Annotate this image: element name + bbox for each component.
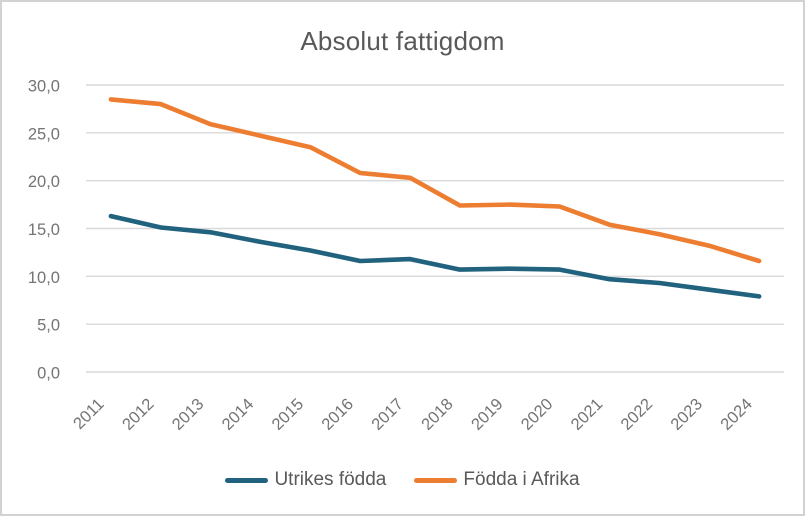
x-tick-label: 2023 (667, 395, 706, 434)
legend: Utrikes födda Födda i Afrika (2, 469, 803, 491)
x-tick-label: 2011 (70, 395, 108, 433)
x-tick-label: 2019 (468, 395, 507, 434)
y-tick-label: 10,0 (28, 269, 60, 287)
legend-swatch-utrikes-fodda (225, 477, 269, 483)
x-tick-label: 2014 (219, 395, 258, 434)
legend-swatch-fodda-i-afrika (414, 477, 458, 483)
x-tick-label: 2017 (368, 395, 407, 434)
legend-label-fodda-i-afrika: Födda i Afrika (463, 469, 580, 490)
x-tick-label: 2022 (617, 395, 656, 434)
y-tick-label: 5,0 (37, 317, 60, 335)
x-tick-label: 2015 (268, 395, 307, 434)
x-tick-label: 2013 (169, 395, 208, 434)
y-tick-label: 0,0 (37, 365, 60, 383)
y-tick-label: 15,0 (28, 221, 60, 239)
legend-item-fodda-i-afrika: Födda i Afrika (414, 469, 580, 491)
x-tick-label: 2012 (119, 395, 158, 434)
series-line-f-dda-i-afrika (108, 97, 762, 264)
x-tick-label: 2021 (568, 395, 607, 434)
chart-title: Absolut fattigdom (300, 26, 505, 56)
y-tick-label: 25,0 (28, 125, 60, 143)
y-tick-label: 20,0 (28, 173, 60, 191)
series-line-utrikes-f-dda (108, 213, 762, 299)
x-tick-label: 2020 (518, 395, 557, 434)
legend-item-utrikes-fodda: Utrikes födda (225, 469, 386, 491)
x-tick-label: 2018 (418, 395, 457, 434)
x-tick-label: 2024 (717, 395, 756, 434)
legend-label-utrikes-fodda: Utrikes födda (274, 469, 387, 490)
x-tick-label: 2016 (318, 395, 357, 434)
y-tick-label: 30,0 (28, 78, 60, 96)
